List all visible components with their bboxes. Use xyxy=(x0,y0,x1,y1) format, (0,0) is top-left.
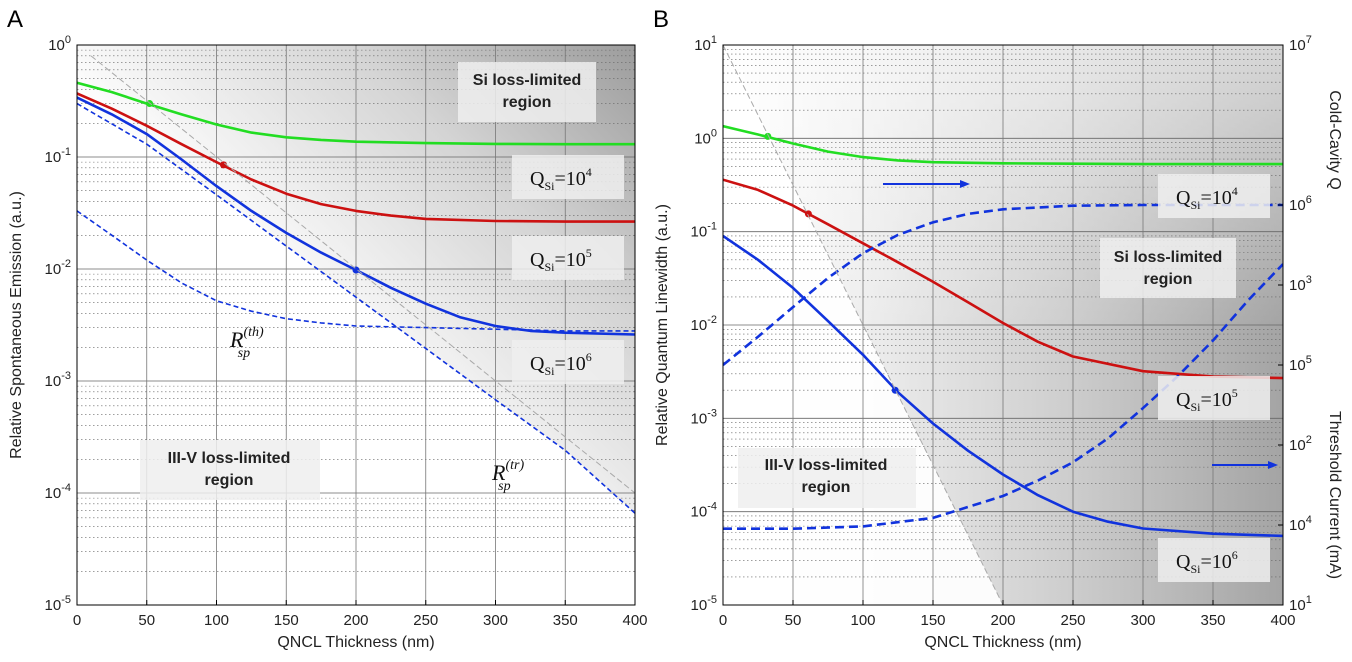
x-tick-label: 300 xyxy=(1130,612,1155,629)
panel-a-q5-label: QSi=105 xyxy=(530,246,592,274)
panel-a-iiiv-region-label-line-1: III-V loss-limited xyxy=(168,450,291,467)
panel-a-si-region-box xyxy=(458,62,596,122)
panel-b-q4-label: QSi=104 xyxy=(1176,184,1238,212)
series-q6-line xyxy=(77,96,635,336)
panel-b: 0 50 100 150 200 250 300 350 40010110010-110-210… xyxy=(653,6,1343,651)
series-q5-line xyxy=(77,92,635,223)
series-rtr-line xyxy=(77,102,635,514)
panel-a-q4-label: QSi=104 xyxy=(530,165,592,193)
panel-a-ticks: 0 50 100 150 200 250 300 350 400 100 10-1 10-2 10-3 1… xyxy=(45,34,648,629)
panel-b-iiiv-region-box xyxy=(738,448,916,508)
x-tick-label: 0 xyxy=(719,612,727,629)
panel-letter-a: A xyxy=(7,6,23,33)
x-tick-label: 350 xyxy=(553,612,578,629)
panel-b-q6-box xyxy=(1158,538,1270,582)
x-tick-label: 200 xyxy=(990,612,1015,629)
panel-a-q4-box xyxy=(512,155,624,199)
right-tick-label-current: 103 xyxy=(1289,274,1312,294)
x-tick-label: 300 xyxy=(483,612,508,629)
panel-b-cold-q-arrow-head xyxy=(960,180,970,188)
right-tick-label-q: 105 xyxy=(1289,354,1312,374)
x-tick-label: 250 xyxy=(413,612,438,629)
panel-a-q6-box xyxy=(512,340,624,384)
x-tick-label: 150 xyxy=(274,612,299,629)
panel-a-iiiv-region-label-line-2: region xyxy=(205,472,254,489)
x-tick-label: 100 xyxy=(204,612,229,629)
right-tick-label-current: 102 xyxy=(1289,434,1312,454)
panel-a-rtr-label: R(tr) sp xyxy=(491,458,524,494)
y-tick-label: 10-3 xyxy=(691,407,717,427)
right-tick-label-current: 101 xyxy=(1289,594,1312,614)
panel-b-right-axis-label-bottom: Threshold Current (mA) xyxy=(1326,411,1343,579)
panel-letter-b: B xyxy=(653,6,669,33)
panel-a-x-axis-label: QNCL Thickness (nm) xyxy=(277,634,434,651)
panel-a-q5-box xyxy=(512,236,624,280)
panel-b-ticks: 0 50 100 150 200 250 300 350 40010110010-110-210… xyxy=(691,34,1312,629)
panel-a-si-region-label-line-1: Si loss-limited xyxy=(473,72,581,89)
y-tick-label: 10-2 xyxy=(45,258,71,278)
right-tick-label-q: 106 xyxy=(1289,194,1312,214)
panel-b-q5-label: QSi=105 xyxy=(1176,386,1238,414)
panel-a-series xyxy=(77,55,635,514)
right-tick-label-q: 107 xyxy=(1289,34,1312,54)
x-tick-label: 50 xyxy=(785,612,802,629)
y-tick-label: 10-2 xyxy=(691,314,717,334)
panel-b-iiiv-region-label-line-2: region xyxy=(802,479,851,496)
x-tick-label: 350 xyxy=(1200,612,1225,629)
panel-a-si-region-label-line-2: region xyxy=(503,94,552,111)
panel-b-si-region-label-line-1: Si loss-limited xyxy=(1114,249,1222,266)
y-tick-label: 101 xyxy=(694,34,717,54)
panel-b-q5-box xyxy=(1158,376,1270,420)
series-q5-marker xyxy=(804,210,812,218)
panel-b-series xyxy=(723,45,1283,605)
panel-b-iiiv-region-label-line-1: III-V loss-limited xyxy=(765,457,888,474)
y-tick-label: 10-1 xyxy=(45,146,71,166)
y-tick-label: 10-4 xyxy=(45,482,71,502)
series-asym-line xyxy=(90,55,635,494)
panel-a-q6-label: QSi=106 xyxy=(530,350,592,378)
right-tick-label-q: 104 xyxy=(1289,514,1312,534)
series-coldq-line xyxy=(723,203,1283,367)
y-tick-label: 10-5 xyxy=(691,594,717,614)
x-tick-label: 250 xyxy=(1060,612,1085,629)
x-tick-label: 200 xyxy=(343,612,368,629)
series-q5-line xyxy=(723,178,1283,380)
series-asym-line xyxy=(723,45,1004,605)
panel-b-si-region-box xyxy=(1100,238,1236,298)
y-tick-label: 100 xyxy=(48,34,71,54)
y-tick-label: 10-1 xyxy=(691,221,717,241)
x-tick-label: 100 xyxy=(850,612,875,629)
x-tick-label: 400 xyxy=(1270,612,1295,629)
x-tick-label: 150 xyxy=(920,612,945,629)
series-q4-line xyxy=(723,124,1283,166)
x-tick-label: 400 xyxy=(622,612,647,629)
panel-b-threshold-arrow-head xyxy=(1268,461,1278,469)
y-tick-label: 100 xyxy=(694,127,717,147)
y-tick-label: 10-3 xyxy=(45,370,71,390)
series-q6-marker xyxy=(891,386,899,394)
panel-b-q4-box xyxy=(1158,174,1270,218)
panel-b-right-axis-label-top: Cold-Cavity Q xyxy=(1326,90,1343,190)
panel-b-si-region-label-line-2: region xyxy=(1144,271,1193,288)
y-tick-label: 10-5 xyxy=(45,594,71,614)
panel-a-annotations: Si loss-limited region III-V loss-limited r… xyxy=(140,62,624,500)
panel-a: 0 50 100 150 200 250 300 350 400 100 10-1 10-2 10-3 1… xyxy=(7,6,648,651)
series-ith-line xyxy=(723,263,1283,531)
panel-a-iiiv-region-box xyxy=(140,440,320,500)
panel-a-rth-label: R(th) sp xyxy=(229,325,264,361)
panel-b-y-axis-label: Relative Quantum Linewidth (a.u.) xyxy=(654,204,671,446)
panel-b-x-axis-label: QNCL Thickness (nm) xyxy=(924,634,1081,651)
series-q6-marker xyxy=(352,266,360,274)
x-tick-label: 0 xyxy=(73,612,81,629)
panel-b-annotations: Si loss-limited region III-V loss-limited r… xyxy=(738,174,1278,582)
panel-b-q6-label: QSi=106 xyxy=(1176,548,1238,576)
x-tick-label: 50 xyxy=(138,612,155,629)
panel-a-y-axis-label: Relative Spontaneous Emission (a.u.) xyxy=(8,191,25,459)
y-tick-label: 10-4 xyxy=(691,501,717,521)
